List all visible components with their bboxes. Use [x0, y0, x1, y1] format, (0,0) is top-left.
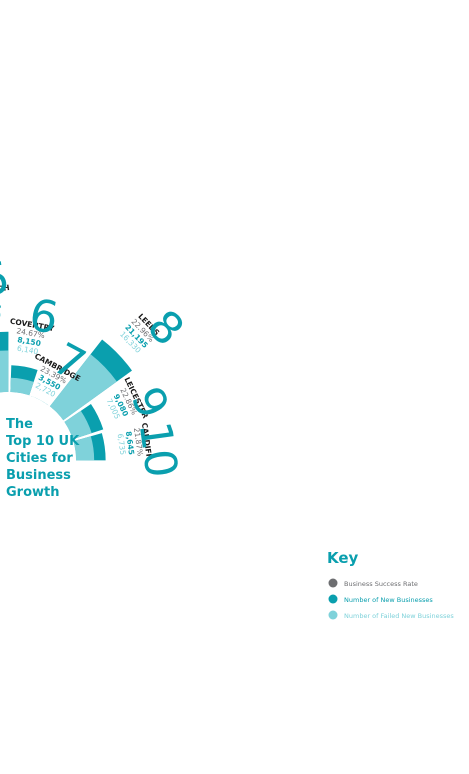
title-line: The [6, 417, 33, 432]
bar-failed-businesses-coventry [10, 377, 34, 396]
legend-swatch-new-businesses [328, 594, 338, 604]
failed-businesses-label: 6,140 [16, 344, 39, 357]
rank-number-10: 10 [129, 418, 187, 480]
legend-swatch-failed-businesses [328, 610, 338, 620]
legend-label-new-businesses: Number of New Businesses [344, 596, 433, 604]
bar-failed-businesses-edinburgh [0, 350, 9, 393]
rank-number-6: 6 [25, 290, 62, 345]
failed-businesses-label: 10,880 [0, 310, 2, 323]
legend-swatch-success-rate [328, 578, 338, 588]
legend-title: Key [327, 549, 359, 567]
title-line: Top 10 UK [6, 434, 80, 449]
bar-failed-businesses-leeds [49, 354, 117, 421]
bar-failed-businesses-cardiff [73, 436, 95, 461]
bar-failed-businesses-leicester [64, 410, 92, 440]
wedges-layer [0, 331, 132, 461]
new-businesses-label: 8,645 [124, 431, 136, 456]
chart-title: The Top 10 UK Cities for Business Growth [6, 417, 80, 500]
legend-label-failed-businesses: Number of Failed New Businesses [344, 612, 454, 620]
legend-label-success-rate: Business Success Rate [344, 580, 418, 588]
new-businesses-label: 14,915 [0, 301, 2, 314]
rank-number-5: 5 [0, 253, 13, 307]
failed-businesses-label: 6,735 [116, 433, 128, 456]
title-line: Business [6, 468, 71, 483]
title-line: Growth [6, 485, 60, 500]
city-name: EDINBURGH [0, 283, 10, 299]
center-hub [0, 392, 76, 528]
title-line: Cities for [6, 451, 73, 466]
new-businesses-label: 8,150 [17, 335, 42, 348]
success-rate-label: 21.87% [132, 427, 145, 457]
legend: Key Business Success Rate Number of New … [327, 549, 454, 620]
rank-number-8: 8 [137, 300, 193, 356]
